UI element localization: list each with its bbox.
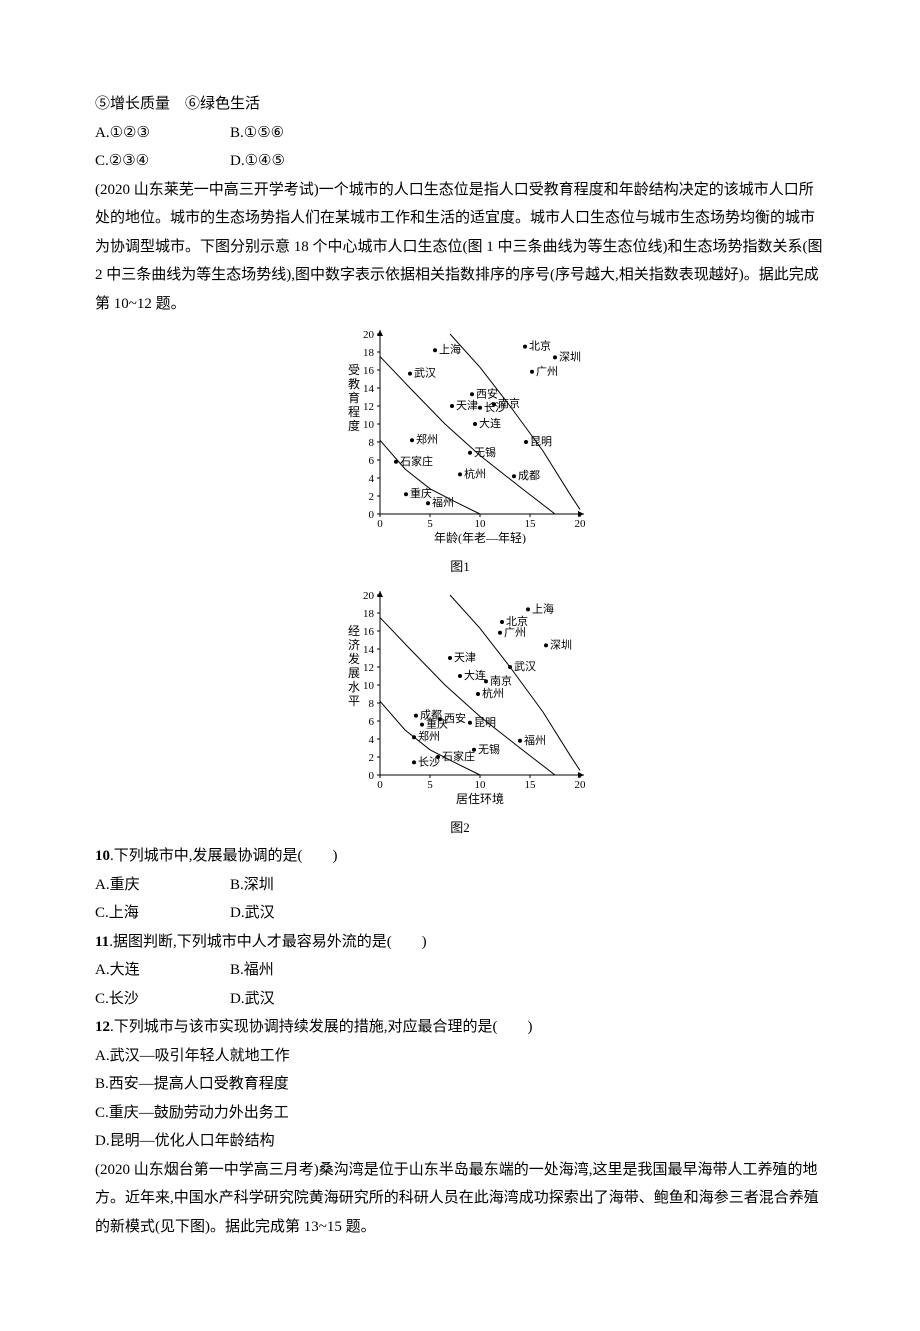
svg-text:深圳: 深圳 xyxy=(550,639,572,652)
svg-text:16: 16 xyxy=(363,626,375,638)
option-a: A.①②③ xyxy=(95,119,230,148)
q10-b: B.深圳 xyxy=(230,871,274,900)
svg-text:8: 8 xyxy=(369,698,375,710)
svg-text:4: 4 xyxy=(369,734,375,746)
q12-b: B.西安—提高人口受教育程度 xyxy=(95,1070,825,1099)
svg-text:14: 14 xyxy=(363,383,375,395)
svg-text:北京: 北京 xyxy=(529,339,551,353)
passage-2: (2020 山东烟台第一中学高三月考)桑沟湾是位于山东半岛最东端的一处海湾,这里… xyxy=(95,1156,825,1242)
svg-text:12: 12 xyxy=(363,401,374,413)
svg-text:深圳: 深圳 xyxy=(559,350,581,363)
svg-text:受教育程度: 受教育程度 xyxy=(348,363,360,433)
svg-text:石家庄: 石家庄 xyxy=(400,454,433,468)
svg-text:6: 6 xyxy=(369,455,375,467)
svg-text:2: 2 xyxy=(369,752,375,764)
svg-text:0: 0 xyxy=(377,518,383,530)
svg-text:20: 20 xyxy=(575,779,587,791)
svg-text:居住环境: 居住环境 xyxy=(456,791,504,805)
svg-text:福州: 福州 xyxy=(524,733,546,747)
q11-b: B.福州 xyxy=(230,956,274,985)
svg-text:广州: 广州 xyxy=(504,626,526,639)
svg-text:8: 8 xyxy=(369,437,375,449)
svg-text:西安: 西安 xyxy=(476,386,498,400)
svg-text:4: 4 xyxy=(369,473,375,485)
svg-text:广州: 广州 xyxy=(536,365,558,378)
svg-text:15: 15 xyxy=(525,518,537,530)
figure-2: 0510152002468101214161820上海北京广州深圳天津武汉大连南… xyxy=(95,585,825,840)
svg-text:杭州: 杭州 xyxy=(482,686,504,700)
option-c: C.②③④ xyxy=(95,147,230,176)
q11-num: 11 xyxy=(95,934,109,950)
svg-text:年龄(年老—年轻): 年龄(年老—年轻) xyxy=(434,531,526,544)
q10-d: D.武汉 xyxy=(230,899,275,928)
svg-text:天津: 天津 xyxy=(454,651,476,664)
q11-stem: .据图判断,下列城市中人才最容易外流的是( ) xyxy=(109,934,427,950)
svg-text:2: 2 xyxy=(369,491,375,503)
svg-text:杭州: 杭州 xyxy=(464,466,486,480)
svg-text:18: 18 xyxy=(363,347,375,359)
intro-options-line: ⑤增长质量 ⑥绿色生活 xyxy=(95,90,825,119)
svg-text:天津: 天津 xyxy=(456,399,478,412)
svg-text:昆明: 昆明 xyxy=(474,716,496,729)
svg-text:重庆: 重庆 xyxy=(410,486,432,500)
passage-1: (2020 山东莱芜一中高三开学考试)一个城市的人口生态位是指人口受教育程度和年… xyxy=(95,176,825,319)
svg-text:西安: 西安 xyxy=(444,711,466,725)
q11-c: C.长沙 xyxy=(95,985,230,1014)
svg-text:无锡: 无锡 xyxy=(478,742,500,756)
q10-stem: .下列城市中,发展最协调的是( ) xyxy=(110,848,338,864)
svg-text:20: 20 xyxy=(363,590,375,602)
q12-num: 12 xyxy=(95,1019,110,1035)
svg-text:10: 10 xyxy=(363,680,375,692)
svg-text:石家庄: 石家庄 xyxy=(442,749,475,763)
q12-stem: .下列城市与该市实现协调持续发展的措施,对应最合理的是( ) xyxy=(110,1019,533,1035)
svg-text:福州: 福州 xyxy=(432,495,454,509)
figure-2-caption: 图2 xyxy=(95,816,825,841)
q10-num: 10 xyxy=(95,848,110,864)
svg-text:0: 0 xyxy=(369,770,375,782)
svg-text:上海: 上海 xyxy=(532,602,554,616)
q12-a: A.武汉—吸引年轻人就地工作 xyxy=(95,1042,825,1071)
svg-text:成都: 成都 xyxy=(518,469,540,482)
option-b: B.①⑤⑥ xyxy=(230,119,284,148)
q10-a: A.重庆 xyxy=(95,871,230,900)
svg-text:14: 14 xyxy=(363,644,375,656)
svg-text:0: 0 xyxy=(369,509,375,521)
svg-text:长沙: 长沙 xyxy=(418,756,440,769)
svg-text:郑州: 郑州 xyxy=(416,432,438,446)
svg-text:无锡: 无锡 xyxy=(474,445,496,459)
svg-text:16: 16 xyxy=(363,365,375,377)
svg-text:20: 20 xyxy=(363,329,375,341)
q11-d: D.武汉 xyxy=(230,985,275,1014)
svg-text:经济发展水平: 经济发展水平 xyxy=(348,624,360,708)
svg-text:上海: 上海 xyxy=(439,342,461,356)
svg-text:武汉: 武汉 xyxy=(414,367,436,380)
svg-text:大连: 大连 xyxy=(464,668,486,682)
svg-text:10: 10 xyxy=(363,419,375,431)
svg-text:长沙: 长沙 xyxy=(484,401,506,414)
svg-text:10: 10 xyxy=(475,779,487,791)
svg-text:12: 12 xyxy=(363,662,374,674)
svg-text:10: 10 xyxy=(475,518,487,530)
svg-text:昆明: 昆明 xyxy=(530,435,552,448)
svg-text:南京: 南京 xyxy=(490,674,512,688)
figure-1: 0510152002468101214161820上海北京深圳武汉广州西安天津南… xyxy=(95,324,825,579)
svg-text:6: 6 xyxy=(369,716,375,728)
q11-a: A.大连 xyxy=(95,956,230,985)
svg-text:5: 5 xyxy=(427,518,433,530)
svg-text:武汉: 武汉 xyxy=(514,660,536,673)
q10-c: C.上海 xyxy=(95,899,230,928)
svg-text:20: 20 xyxy=(575,518,587,530)
q12-d: D.昆明—优化人口年龄结构 xyxy=(95,1127,825,1156)
figure-1-caption: 图1 xyxy=(95,555,825,580)
svg-text:大连: 大连 xyxy=(479,416,501,430)
q12-c: C.重庆—鼓励劳动力外出务工 xyxy=(95,1099,825,1128)
svg-text:15: 15 xyxy=(525,779,537,791)
svg-text:18: 18 xyxy=(363,608,375,620)
svg-text:郑州: 郑州 xyxy=(418,729,440,743)
svg-text:0: 0 xyxy=(377,779,383,791)
svg-text:5: 5 xyxy=(427,779,433,791)
option-d: D.①④⑤ xyxy=(230,147,285,176)
